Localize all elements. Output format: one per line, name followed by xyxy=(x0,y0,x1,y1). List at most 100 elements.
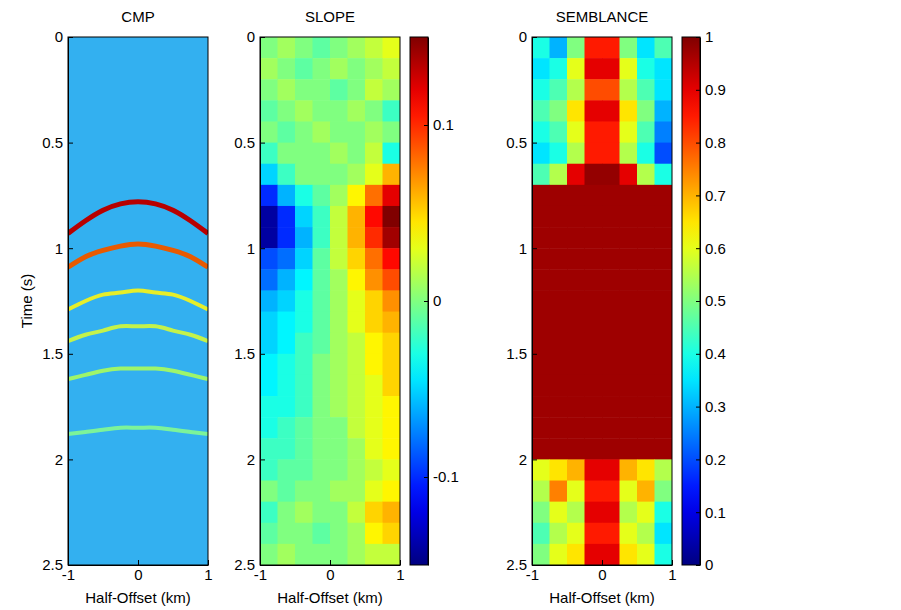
heat-cell xyxy=(550,354,568,376)
tick: 2.5 xyxy=(42,556,73,573)
tick-label: 0.1 xyxy=(433,116,454,133)
heat-cell xyxy=(260,417,278,439)
tick: 1 xyxy=(204,560,212,583)
heat-cell xyxy=(295,312,313,334)
tick-label: 0.5 xyxy=(234,134,255,151)
heat-cell xyxy=(348,333,366,355)
tick: 1.5 xyxy=(506,345,537,362)
heat-cell xyxy=(532,269,550,291)
heat-cell xyxy=(637,354,655,376)
tick-mark xyxy=(696,459,700,460)
heat-cell xyxy=(330,37,348,59)
heat-cell xyxy=(585,269,603,291)
heat-cell xyxy=(295,185,313,207)
heat-cell xyxy=(620,227,638,249)
heat-cell xyxy=(620,164,638,186)
panel: -0.100.1-10100.511.522.5SLOPEHalf-Offset… xyxy=(234,8,459,606)
heat-cell xyxy=(637,121,655,143)
heat-cell xyxy=(313,185,331,207)
heat-cell xyxy=(313,79,331,101)
heat-cell xyxy=(260,121,278,143)
heat-cell xyxy=(278,459,296,481)
tick-label: 0.6 xyxy=(705,240,726,257)
heat-cell xyxy=(532,143,550,165)
heat-cell xyxy=(655,375,673,397)
heat-cell xyxy=(365,79,383,101)
heat-cell xyxy=(313,396,331,418)
tick-mark xyxy=(260,354,265,355)
heat-cell xyxy=(365,481,383,503)
tick: 0 xyxy=(424,292,441,309)
heat-cell xyxy=(620,290,638,312)
heat-cell xyxy=(567,290,585,312)
heat-cell xyxy=(348,417,366,439)
heat-cell xyxy=(637,523,655,545)
heat-cell xyxy=(383,417,401,439)
heat-cell xyxy=(620,312,638,334)
heat-cell xyxy=(313,481,331,503)
heat-cell xyxy=(295,164,313,186)
tick-mark xyxy=(260,37,265,38)
heat-cell xyxy=(348,58,366,80)
heat-cell xyxy=(655,481,673,503)
heat-cell xyxy=(550,121,568,143)
tick: 0.5 xyxy=(42,134,73,151)
heat-cell xyxy=(602,544,620,565)
heat-cell xyxy=(585,37,603,59)
heat-cell xyxy=(330,523,348,545)
y-axis-title: Time (s) xyxy=(18,274,35,328)
heat-cell xyxy=(550,544,568,565)
heat-cell xyxy=(550,396,568,418)
heat-cell xyxy=(532,164,550,186)
heat-cell xyxy=(295,58,313,80)
heat-cell xyxy=(567,143,585,165)
heat-cell xyxy=(602,333,620,355)
colorbar xyxy=(682,37,700,565)
heat-cell xyxy=(313,438,331,460)
heat-cell xyxy=(550,185,568,207)
tick: 0.9 xyxy=(696,81,726,98)
heat-cell xyxy=(567,312,585,334)
heat-cell xyxy=(260,58,278,80)
heat-cell xyxy=(532,396,550,418)
heat-cell xyxy=(655,438,673,460)
heat-cell xyxy=(637,269,655,291)
heat-cell xyxy=(383,248,401,270)
heat-cell xyxy=(313,248,331,270)
heat-cell xyxy=(295,502,313,524)
heat-cell xyxy=(383,312,401,334)
heat-cell xyxy=(313,121,331,143)
heat-cell xyxy=(567,206,585,228)
heat-cell xyxy=(313,459,331,481)
tick: 0 xyxy=(696,556,713,573)
y-axis: 00.511.522.5 xyxy=(234,28,265,573)
heat-cell xyxy=(330,269,348,291)
heat-cell xyxy=(330,375,348,397)
heat-cell xyxy=(637,143,655,165)
x-axis: -101 xyxy=(62,560,213,583)
heat-cell xyxy=(637,459,655,481)
heat-cell xyxy=(602,459,620,481)
heat-cell xyxy=(278,37,296,59)
heat-cell xyxy=(550,248,568,270)
heat-cell xyxy=(278,523,296,545)
heat-cell xyxy=(550,37,568,59)
x-axis-title: Half-Offset (km) xyxy=(277,589,383,606)
heat-cell xyxy=(365,121,383,143)
heat-cell xyxy=(278,206,296,228)
tick-mark xyxy=(400,560,401,565)
heat-cell xyxy=(637,502,655,524)
tick-label: 1.5 xyxy=(42,345,63,362)
heat-cell xyxy=(330,438,348,460)
heat-cell xyxy=(550,502,568,524)
heat-cell xyxy=(295,100,313,122)
heat-cell xyxy=(567,481,585,503)
heat-cell xyxy=(620,269,638,291)
axis-line xyxy=(260,38,261,566)
heat-cell xyxy=(365,438,383,460)
heat-cell xyxy=(655,37,673,59)
heat-cell xyxy=(330,227,348,249)
heat-cell xyxy=(330,354,348,376)
heat-cell xyxy=(585,312,603,334)
heat-cell xyxy=(585,79,603,101)
